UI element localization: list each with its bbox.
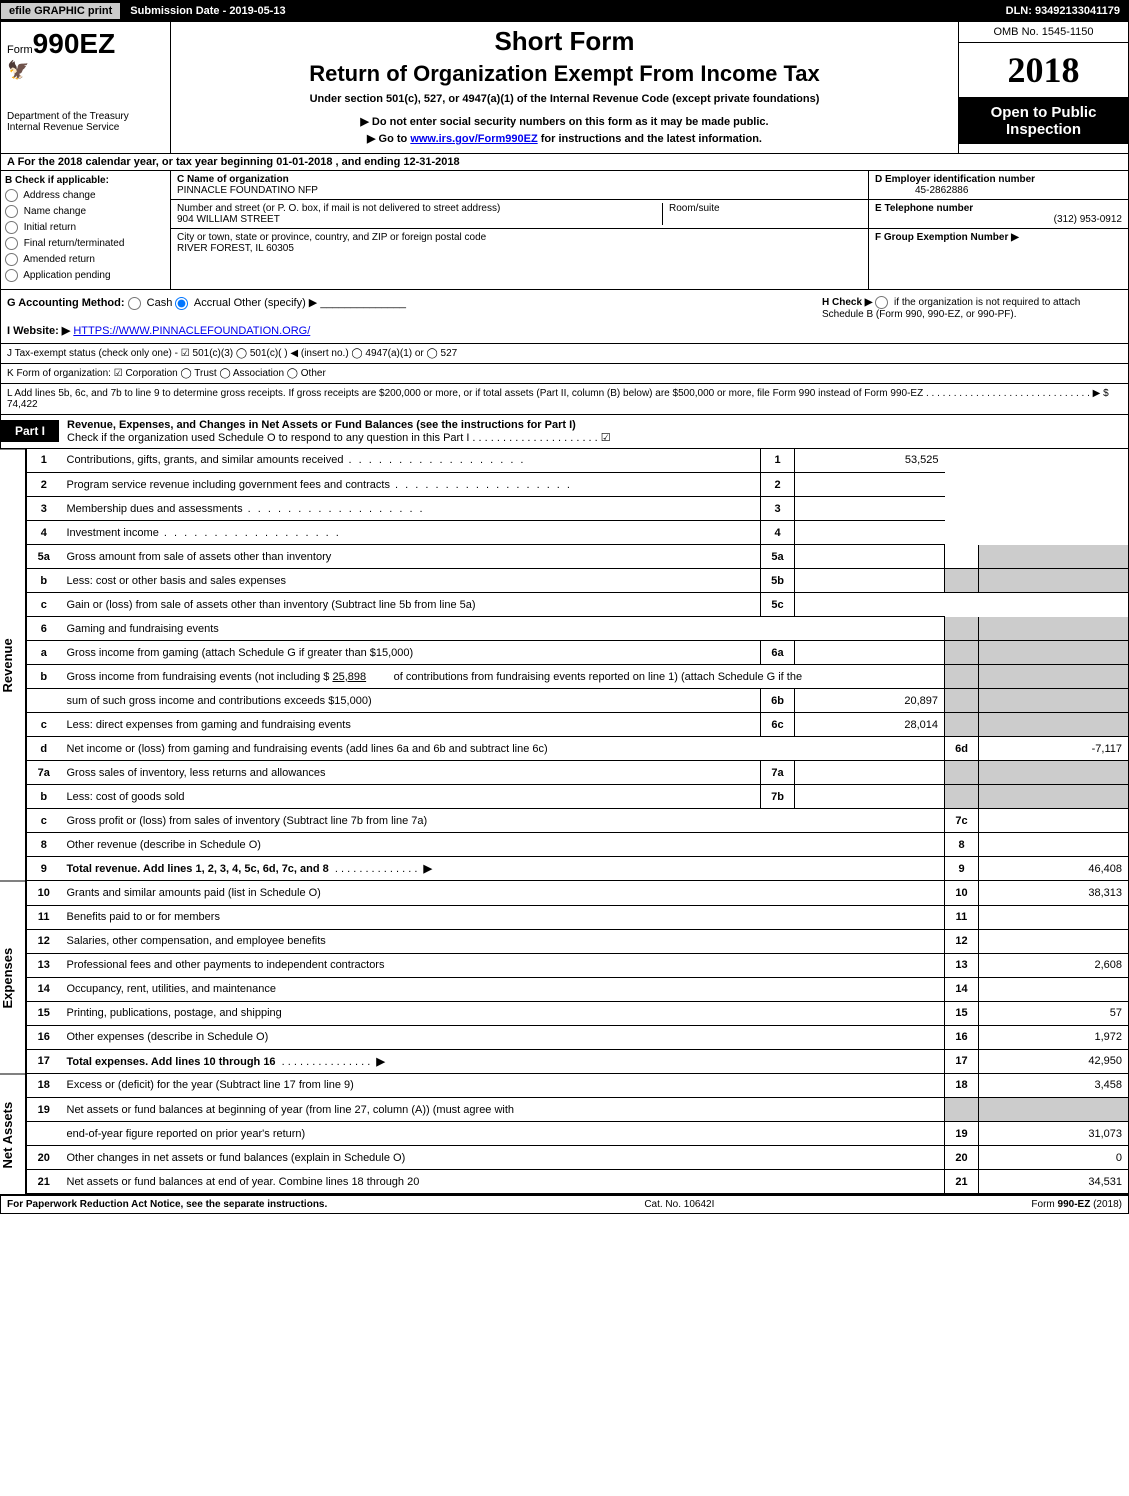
return-title: Return of Organization Exempt From Incom…	[175, 61, 954, 87]
phone-value: (312) 953-0912	[875, 214, 1122, 225]
section-a: A For the 2018 calendar year, or tax yea…	[0, 154, 1129, 171]
chk-application-pending[interactable]: Application pending	[5, 269, 166, 282]
radio-accrual[interactable]	[175, 297, 188, 310]
netassets-table: 18Excess or (deficit) for the year (Subt…	[26, 1074, 1129, 1195]
website-link[interactable]: HTTPS://WWW.PINNACLEFOUNDATION.ORG/	[73, 325, 310, 337]
table-row: 11Benefits paid to or for members11	[27, 905, 1129, 929]
table-row: 19Net assets or fund balances at beginni…	[27, 1098, 1129, 1122]
footer-left: For Paperwork Reduction Act Notice, see …	[7, 1199, 327, 1210]
table-row: 17Total expenses. Add lines 10 through 1…	[27, 1049, 1129, 1073]
addr-label: Number and street (or P. O. box, if mail…	[177, 203, 500, 214]
chk-initial-return[interactable]: Initial return	[5, 221, 166, 234]
table-row: aGross income from gaming (attach Schedu…	[27, 641, 1129, 665]
city-label: City or town, state or province, country…	[177, 232, 486, 243]
line-l: L Add lines 5b, 6c, and 7b to line 9 to …	[0, 384, 1129, 415]
form-number: Form990EZ	[7, 28, 164, 60]
room-suite: Room/suite	[662, 203, 862, 225]
section-b: B Check if applicable: Address change Na…	[1, 171, 171, 289]
website-line: I Website: ▶ HTTPS://WWW.PINNACLEFOUNDAT…	[7, 324, 822, 337]
table-row: 7aGross sales of inventory, less returns…	[27, 761, 1129, 785]
radio-cash[interactable]	[128, 297, 141, 310]
table-row: 3Membership dues and assessments3	[27, 497, 1129, 521]
addr-value: 904 WILLIAM STREET	[177, 214, 280, 225]
table-row: 20Other changes in net assets or fund ba…	[27, 1146, 1129, 1170]
ein-label: D Employer identification number	[875, 174, 1035, 185]
efile-print-button[interactable]: efile GRAPHIC print	[1, 3, 122, 19]
table-row: 10Grants and similar amounts paid (list …	[27, 881, 1129, 905]
line-k: K Form of organization: ☑ Corporation ◯ …	[0, 364, 1129, 384]
radio-schedule-b[interactable]	[875, 296, 888, 309]
table-row: dNet income or (loss) from gaming and fu…	[27, 737, 1129, 761]
short-form-title: Short Form	[175, 26, 954, 57]
top-bar: efile GRAPHIC print Submission Date - 20…	[0, 0, 1129, 22]
group-exemption-label: F Group Exemption Number ▶	[875, 232, 1019, 243]
table-row: 4Investment income4	[27, 521, 1129, 545]
section-bcd: B Check if applicable: Address change Na…	[0, 171, 1129, 290]
irs-link[interactable]: www.irs.gov/Form990EZ	[410, 133, 537, 145]
section-h: H Check ▶ if the organization is not req…	[822, 296, 1122, 337]
org-name-label: C Name of organization	[177, 174, 289, 185]
table-row: sum of such gross income and contributio…	[27, 689, 1129, 713]
ein-value: 45-2862886	[875, 185, 968, 196]
footer-catalog: Cat. No. 10642I	[644, 1199, 714, 1210]
table-row: cGain or (loss) from sale of assets othe…	[27, 593, 1129, 617]
table-row: 6Gaming and fundraising events	[27, 617, 1129, 641]
table-row: 5aGross amount from sale of assets other…	[27, 545, 1129, 569]
section-c: C Name of organization PINNACLE FOUNDATI…	[171, 171, 868, 289]
table-row: bLess: cost or other basis and sales exp…	[27, 569, 1129, 593]
phone-label: E Telephone number	[875, 203, 973, 214]
section-def: D Employer identification number 45-2862…	[868, 171, 1128, 289]
table-row: cLess: direct expenses from gaming and f…	[27, 713, 1129, 737]
expenses-label: Expenses	[0, 881, 26, 1074]
section-ghi: G Accounting Method: Cash Accrual Other …	[0, 290, 1129, 344]
section-b-label: B Check if applicable:	[5, 175, 109, 186]
table-row: 16Other expenses (describe in Schedule O…	[27, 1025, 1129, 1049]
table-row: cGross profit or (loss) from sales of in…	[27, 809, 1129, 833]
goto-line: ▶ Go to www.irs.gov/Form990EZ for instru…	[175, 132, 954, 145]
table-row: 15Printing, publications, postage, and s…	[27, 1001, 1129, 1025]
under-section: Under section 501(c), 527, or 4947(a)(1)…	[175, 93, 954, 105]
netassets-label: Net Assets	[0, 1074, 26, 1195]
table-row: 1Contributions, gifts, grants, and simil…	[27, 449, 1129, 473]
city-value: RIVER FOREST, IL 60305	[177, 243, 294, 254]
omb-number: OMB No. 1545-1150	[959, 22, 1128, 43]
table-row: 8Other revenue (describe in Schedule O)8	[27, 833, 1129, 857]
do-not-enter: ▶ Do not enter social security numbers o…	[175, 115, 954, 128]
table-row: 13Professional fees and other payments t…	[27, 953, 1129, 977]
table-row: 2Program service revenue including gover…	[27, 473, 1129, 497]
footer-right: Form 990-EZ (2018)	[1031, 1199, 1122, 1210]
table-row: 12Salaries, other compensation, and empl…	[27, 929, 1129, 953]
tax-year: 2018	[959, 43, 1128, 98]
part1-title: Revenue, Expenses, and Changes in Net As…	[59, 415, 1128, 448]
open-to-public: Open to Public Inspection	[959, 98, 1128, 144]
revenue-table: 1Contributions, gifts, grants, and simil…	[26, 449, 1129, 882]
dept-treasury: Department of the Treasury Internal Reve…	[7, 111, 164, 133]
chk-address-change[interactable]: Address change	[5, 189, 166, 202]
part1-header: Part I Revenue, Expenses, and Changes in…	[0, 415, 1129, 449]
table-row: end-of-year figure reported on prior yea…	[27, 1122, 1129, 1146]
expenses-table: 10Grants and similar amounts paid (list …	[26, 881, 1129, 1074]
table-row: 14Occupancy, rent, utilities, and mainte…	[27, 977, 1129, 1001]
line-j: J Tax-exempt status (check only one) - ☑…	[0, 344, 1129, 364]
table-row: 21Net assets or fund balances at end of …	[27, 1170, 1129, 1194]
dln: DLN: 93492133041179	[998, 3, 1128, 19]
part1-label: Part I	[1, 420, 59, 442]
revenue-label: Revenue	[0, 449, 26, 882]
table-row: 9Total revenue. Add lines 1, 2, 3, 4, 5c…	[27, 857, 1129, 881]
table-row: bLess: cost of goods sold7b	[27, 785, 1129, 809]
chk-name-change[interactable]: Name change	[5, 205, 166, 218]
org-name: PINNACLE FOUNDATINO NFP	[177, 185, 318, 196]
table-row: 18Excess or (deficit) for the year (Subt…	[27, 1074, 1129, 1098]
chk-amended-return[interactable]: Amended return	[5, 253, 166, 266]
page-footer: For Paperwork Reduction Act Notice, see …	[0, 1194, 1129, 1214]
chk-final-return[interactable]: Final return/terminated	[5, 237, 166, 250]
table-row: bGross income from fundraising events (n…	[27, 665, 1129, 689]
submission-date: Submission Date - 2019-05-13	[122, 3, 293, 19]
form-header: Form990EZ 🦅 Department of the Treasury I…	[0, 22, 1129, 154]
accounting-method: G Accounting Method: Cash Accrual Other …	[7, 296, 822, 310]
irs-seal-icon: 🦅	[7, 60, 164, 81]
